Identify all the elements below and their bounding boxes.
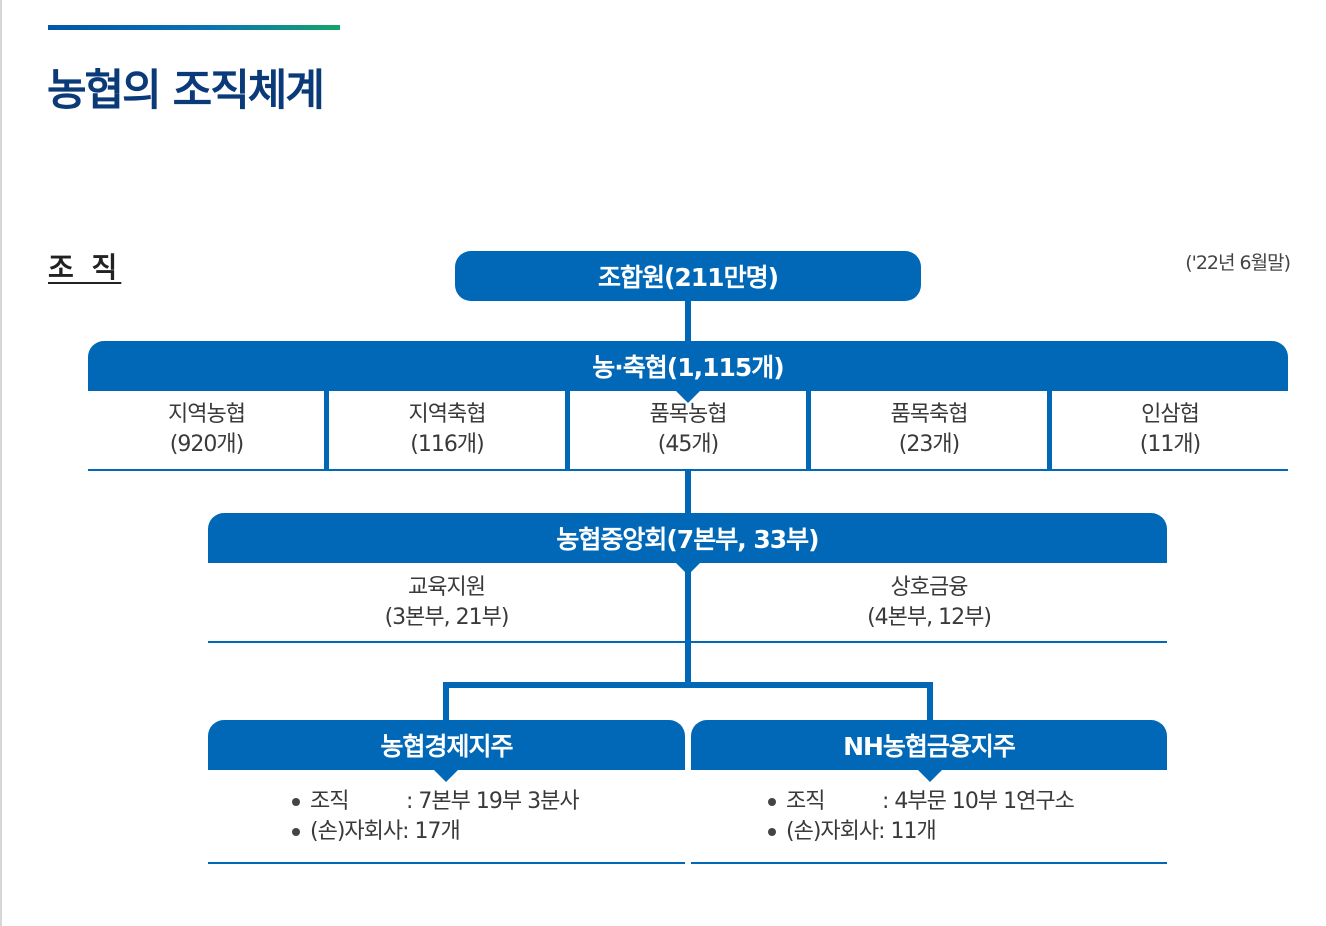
financial-holding-pointer — [917, 769, 943, 782]
connector-financial-holding — [927, 682, 933, 720]
coop-unit: 지역농협 (920개) — [88, 391, 325, 469]
bullet-icon — [292, 828, 300, 836]
detail-row: (손)자회사 : 17개 — [292, 817, 579, 847]
detail-key: (손)자회사 — [786, 819, 879, 844]
detail-key: 조직 — [310, 789, 349, 814]
coops-pointer — [675, 390, 701, 403]
detail-value: : 17개 — [402, 819, 461, 844]
coop-unit-count: (920개) — [169, 432, 244, 457]
title-accent-bar — [48, 25, 340, 30]
central-header: 농협중앙회(7본부, 33부) — [208, 513, 1167, 563]
coop-unit: 품목농협 (45개) — [570, 391, 806, 469]
detail-row: 조직 : 7본부 19부 3분사 — [292, 787, 580, 817]
bullet-icon — [292, 798, 300, 806]
detail-key: 조직 — [786, 789, 825, 814]
division-name: 교육지원 — [408, 575, 486, 600]
financial-holding-details: 조직 : 4부문 10부 1연구소 (손)자회사 : 11개 — [768, 787, 1075, 847]
coop-unit-count: (23개) — [898, 432, 960, 457]
central-bottom-rule — [208, 641, 685, 643]
central-bottom-rule — [691, 641, 1167, 643]
section-label: 조 직 — [48, 251, 122, 284]
detail-value: : 4부문 10부 1연구소 — [882, 789, 1075, 814]
coop-unit-count: (11개) — [1139, 432, 1201, 457]
holding-bottom-rule — [208, 862, 685, 864]
connector-members-coops — [685, 300, 691, 342]
coop-unit-name: 지역농협 — [168, 402, 246, 427]
members-box: 조합원(211만명) — [455, 251, 921, 301]
coop-divider — [806, 391, 811, 471]
detail-row: 조직 : 4부문 10부 1연구소 — [768, 787, 1075, 817]
coop-divider — [324, 391, 329, 471]
connector-central-branch — [685, 563, 691, 687]
detail-value: : 7본부 19부 3분사 — [406, 789, 580, 814]
economic-holding-pointer — [433, 769, 459, 782]
coop-unit-name: 지역축협 — [408, 402, 487, 427]
economic-holding-details: 조직 : 7본부 19부 3분사 (손)자회사 : 17개 — [292, 787, 580, 847]
coop-unit-count: (116개) — [410, 432, 484, 457]
economic-holding-header: 농협경제지주 — [208, 720, 685, 770]
central-pointer — [675, 562, 701, 575]
coop-divider — [1047, 391, 1052, 471]
bullet-icon — [768, 828, 776, 836]
financial-holding-header: NH농협금융지주 — [691, 720, 1167, 770]
division-name: 상호금융 — [890, 575, 969, 600]
detail-value: : 11개 — [878, 819, 937, 844]
coops-header: 농·축협(1,115개) — [88, 341, 1288, 391]
bullet-icon — [768, 798, 776, 806]
connector-economic-holding — [443, 682, 449, 720]
page-title: 농협의 조직체계 — [47, 66, 325, 116]
division-detail: (4본부, 12부) — [867, 605, 992, 630]
central-division: 교육지원 (3본부, 21부) — [208, 565, 685, 641]
date-note: ('22년 6월말) — [1185, 252, 1291, 274]
connector-holdings-horizontal — [443, 682, 933, 688]
coop-unit-name: 인삼협 — [1141, 402, 1200, 427]
division-detail: (3본부, 21부) — [384, 605, 510, 630]
connector-coops-central — [685, 471, 691, 514]
page-left-border — [0, 0, 2, 926]
detail-key: (손)자회사 — [310, 819, 403, 844]
coop-unit-name: 품목농협 — [649, 402, 728, 427]
coop-unit: 인삼협 (11개) — [1052, 391, 1288, 469]
central-division: 상호금융 (4본부, 12부) — [691, 565, 1167, 641]
coop-unit-count: (45개) — [657, 432, 719, 457]
detail-row: (손)자회사 : 11개 — [768, 817, 1074, 847]
coop-unit: 품목축협 (23개) — [811, 391, 1047, 469]
coop-unit-name: 품목축협 — [890, 402, 969, 427]
coops-bottom-rule — [88, 469, 1288, 471]
coop-unit: 지역축협 (116개) — [329, 391, 565, 469]
coop-divider — [565, 391, 570, 471]
holding-bottom-rule — [691, 862, 1167, 864]
